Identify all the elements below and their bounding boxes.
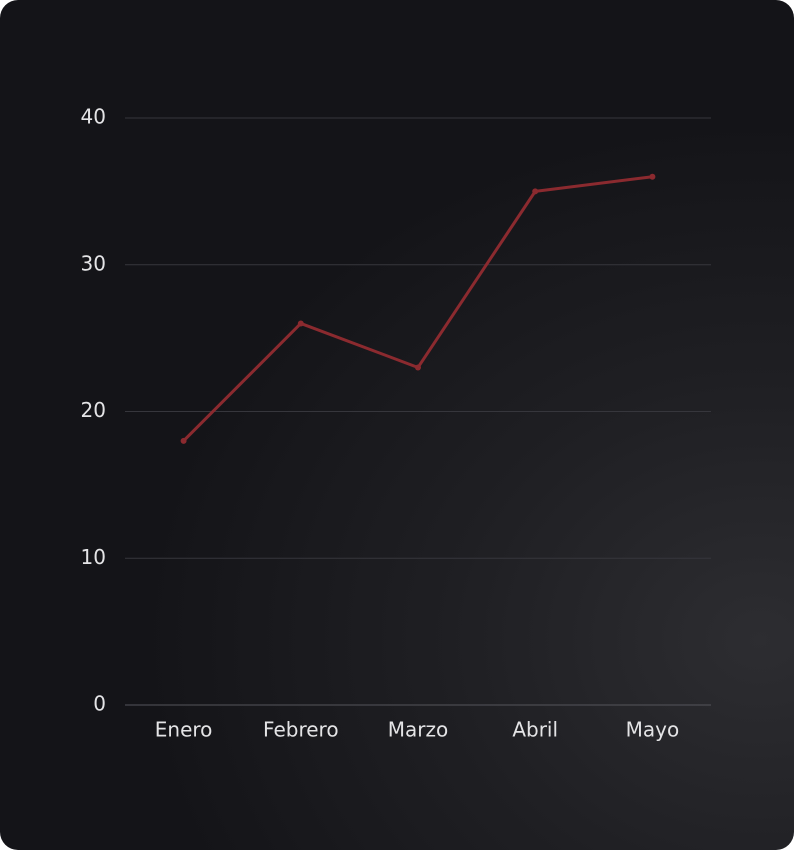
x-tick-label: Febrero xyxy=(263,718,339,742)
x-tick-label: Abril xyxy=(512,718,558,742)
y-tick-label: 0 xyxy=(93,692,106,716)
point xyxy=(649,173,656,180)
point xyxy=(532,188,539,195)
point xyxy=(415,364,421,371)
x-tick-label: Marzo xyxy=(388,718,448,742)
y-tick-label: 10 xyxy=(81,545,106,569)
point xyxy=(297,320,304,327)
x-tick-label: Mayo xyxy=(626,718,680,742)
line xyxy=(182,175,653,442)
point xyxy=(180,437,187,444)
y-tick-label: 20 xyxy=(81,398,106,422)
y-tick-label: 40 xyxy=(81,105,106,129)
x-tick-label: Enero xyxy=(155,718,213,742)
y-tick-label: 30 xyxy=(81,251,106,275)
